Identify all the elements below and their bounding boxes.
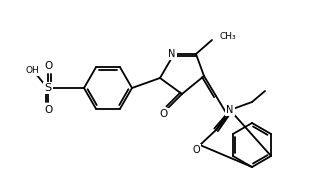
Text: O: O xyxy=(160,109,168,119)
Text: O: O xyxy=(192,145,200,155)
Text: CH₃: CH₃ xyxy=(220,31,237,41)
Text: S: S xyxy=(44,83,51,93)
Text: OH: OH xyxy=(25,65,39,75)
Text: O: O xyxy=(44,105,52,115)
Text: N: N xyxy=(226,105,234,115)
Text: O: O xyxy=(44,61,52,71)
Text: N: N xyxy=(168,49,176,59)
